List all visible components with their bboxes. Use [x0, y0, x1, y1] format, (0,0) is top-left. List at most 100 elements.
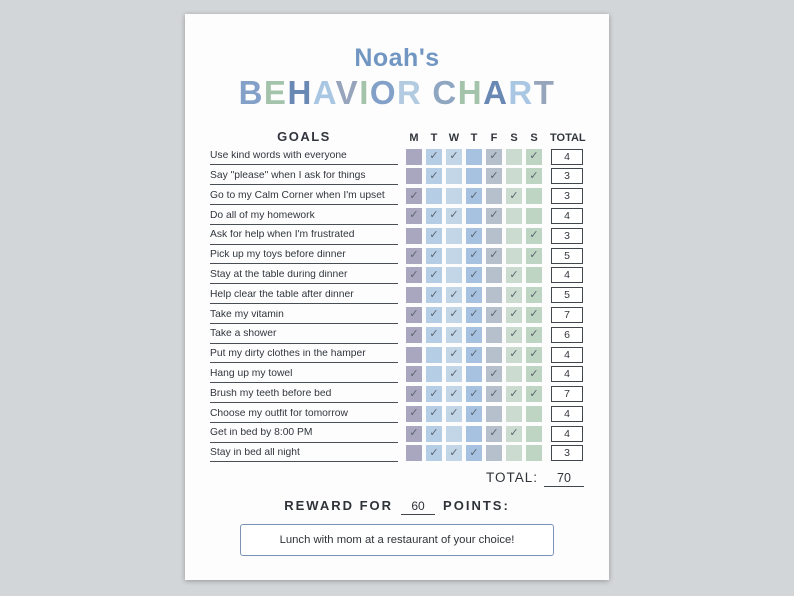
day-checkbox[interactable]: ✓	[446, 207, 462, 224]
day-checkbox[interactable]: ✓	[446, 386, 462, 403]
day-checkbox[interactable]: ✓	[406, 306, 422, 323]
day-checkbox[interactable]	[426, 188, 442, 205]
day-checkbox[interactable]	[406, 168, 422, 185]
day-checkbox[interactable]	[446, 247, 462, 264]
day-checkbox[interactable]: ✓	[506, 287, 522, 304]
day-checkbox[interactable]	[466, 168, 482, 185]
day-checkbox[interactable]: ✓	[506, 326, 522, 343]
day-checkbox[interactable]: ✓	[506, 346, 522, 363]
day-checkbox[interactable]	[526, 405, 542, 422]
day-checkbox[interactable]: ✓	[426, 227, 442, 244]
day-checkbox[interactable]: ✓	[526, 306, 542, 323]
day-checkbox[interactable]: ✓	[466, 386, 482, 403]
day-checkbox[interactable]	[486, 287, 502, 304]
day-checkbox[interactable]: ✓	[426, 148, 442, 165]
day-checkbox[interactable]: ✓	[526, 386, 542, 403]
day-checkbox[interactable]: ✓	[426, 287, 442, 304]
day-checkbox[interactable]: ✓	[526, 247, 542, 264]
day-checkbox[interactable]	[526, 267, 542, 284]
day-checkbox[interactable]	[506, 227, 522, 244]
day-checkbox[interactable]: ✓	[406, 326, 422, 343]
day-checkbox[interactable]	[426, 346, 442, 363]
day-checkbox[interactable]	[466, 425, 482, 442]
day-checkbox[interactable]	[486, 227, 502, 244]
day-checkbox[interactable]	[506, 148, 522, 165]
day-checkbox[interactable]: ✓	[446, 306, 462, 323]
day-checkbox[interactable]	[526, 425, 542, 442]
day-checkbox[interactable]	[406, 445, 422, 462]
day-checkbox[interactable]: ✓	[486, 306, 502, 323]
day-checkbox[interactable]: ✓	[486, 425, 502, 442]
day-checkbox[interactable]: ✓	[466, 405, 482, 422]
day-checkbox[interactable]: ✓	[406, 267, 422, 284]
day-checkbox[interactable]: ✓	[426, 267, 442, 284]
day-checkbox[interactable]	[526, 188, 542, 205]
day-checkbox[interactable]: ✓	[446, 346, 462, 363]
day-checkbox[interactable]	[406, 287, 422, 304]
day-checkbox[interactable]: ✓	[426, 306, 442, 323]
day-checkbox[interactable]: ✓	[466, 247, 482, 264]
day-checkbox[interactable]: ✓	[446, 366, 462, 383]
day-checkbox[interactable]	[486, 346, 502, 363]
day-checkbox[interactable]	[466, 148, 482, 165]
day-checkbox[interactable]: ✓	[406, 207, 422, 224]
day-checkbox[interactable]: ✓	[526, 148, 542, 165]
day-checkbox[interactable]	[466, 207, 482, 224]
day-checkbox[interactable]: ✓	[426, 247, 442, 264]
day-checkbox[interactable]: ✓	[486, 168, 502, 185]
day-checkbox[interactable]: ✓	[466, 227, 482, 244]
day-checkbox[interactable]	[506, 207, 522, 224]
day-checkbox[interactable]: ✓	[526, 168, 542, 185]
day-checkbox[interactable]: ✓	[466, 445, 482, 462]
day-checkbox[interactable]: ✓	[506, 188, 522, 205]
day-checkbox[interactable]: ✓	[466, 346, 482, 363]
day-checkbox[interactable]	[446, 168, 462, 185]
day-checkbox[interactable]	[506, 445, 522, 462]
day-checkbox[interactable]: ✓	[486, 207, 502, 224]
day-checkbox[interactable]: ✓	[486, 148, 502, 165]
day-checkbox[interactable]	[446, 267, 462, 284]
day-checkbox[interactable]	[506, 366, 522, 383]
day-checkbox[interactable]	[466, 366, 482, 383]
day-checkbox[interactable]: ✓	[486, 247, 502, 264]
day-checkbox[interactable]: ✓	[406, 386, 422, 403]
day-checkbox[interactable]	[486, 188, 502, 205]
day-checkbox[interactable]: ✓	[466, 306, 482, 323]
day-checkbox[interactable]: ✓	[506, 306, 522, 323]
day-checkbox[interactable]	[486, 326, 502, 343]
day-checkbox[interactable]: ✓	[446, 148, 462, 165]
day-checkbox[interactable]: ✓	[426, 445, 442, 462]
day-checkbox[interactable]: ✓	[446, 287, 462, 304]
day-checkbox[interactable]: ✓	[466, 267, 482, 284]
day-checkbox[interactable]: ✓	[446, 405, 462, 422]
day-checkbox[interactable]: ✓	[446, 445, 462, 462]
day-checkbox[interactable]: ✓	[466, 326, 482, 343]
day-checkbox[interactable]: ✓	[466, 188, 482, 205]
day-checkbox[interactable]: ✓	[426, 326, 442, 343]
day-checkbox[interactable]: ✓	[526, 287, 542, 304]
day-checkbox[interactable]	[426, 366, 442, 383]
day-checkbox[interactable]	[506, 247, 522, 264]
day-checkbox[interactable]: ✓	[526, 227, 542, 244]
day-checkbox[interactable]: ✓	[426, 386, 442, 403]
day-checkbox[interactable]	[506, 168, 522, 185]
day-checkbox[interactable]	[446, 188, 462, 205]
day-checkbox[interactable]: ✓	[506, 267, 522, 284]
day-checkbox[interactable]: ✓	[466, 287, 482, 304]
day-checkbox[interactable]	[406, 148, 422, 165]
day-checkbox[interactable]	[446, 227, 462, 244]
day-checkbox[interactable]	[406, 227, 422, 244]
day-checkbox[interactable]: ✓	[486, 366, 502, 383]
day-checkbox[interactable]	[526, 445, 542, 462]
day-checkbox[interactable]: ✓	[486, 386, 502, 403]
day-checkbox[interactable]	[486, 267, 502, 284]
day-checkbox[interactable]: ✓	[526, 346, 542, 363]
day-checkbox[interactable]	[446, 425, 462, 442]
day-checkbox[interactable]: ✓	[406, 247, 422, 264]
day-checkbox[interactable]	[486, 445, 502, 462]
day-checkbox[interactable]: ✓	[446, 326, 462, 343]
day-checkbox[interactable]	[506, 405, 522, 422]
day-checkbox[interactable]	[406, 346, 422, 363]
day-checkbox[interactable]: ✓	[426, 168, 442, 185]
day-checkbox[interactable]: ✓	[426, 207, 442, 224]
